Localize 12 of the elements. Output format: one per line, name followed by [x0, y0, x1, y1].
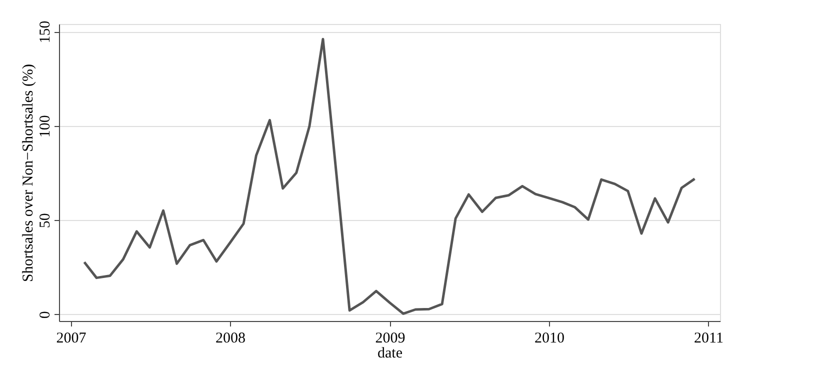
x-tick-label: 2010 [534, 330, 564, 346]
x-tick-label: 2007 [56, 330, 87, 346]
y-tick-label: 50 [38, 213, 54, 228]
x-axis-title: date [378, 346, 403, 362]
y-tick-label: 100 [38, 115, 54, 138]
y-axis-title: Shortsales over Non−Shortsales (%) [20, 64, 36, 282]
y-tick-label: 0 [38, 311, 54, 319]
x-tick-label: 2011 [694, 330, 724, 346]
x-tick-label: 2008 [216, 330, 246, 346]
line-series [83, 38, 696, 315]
x-tick-label: 2009 [375, 330, 406, 346]
y-tick-label: 150 [38, 20, 54, 44]
